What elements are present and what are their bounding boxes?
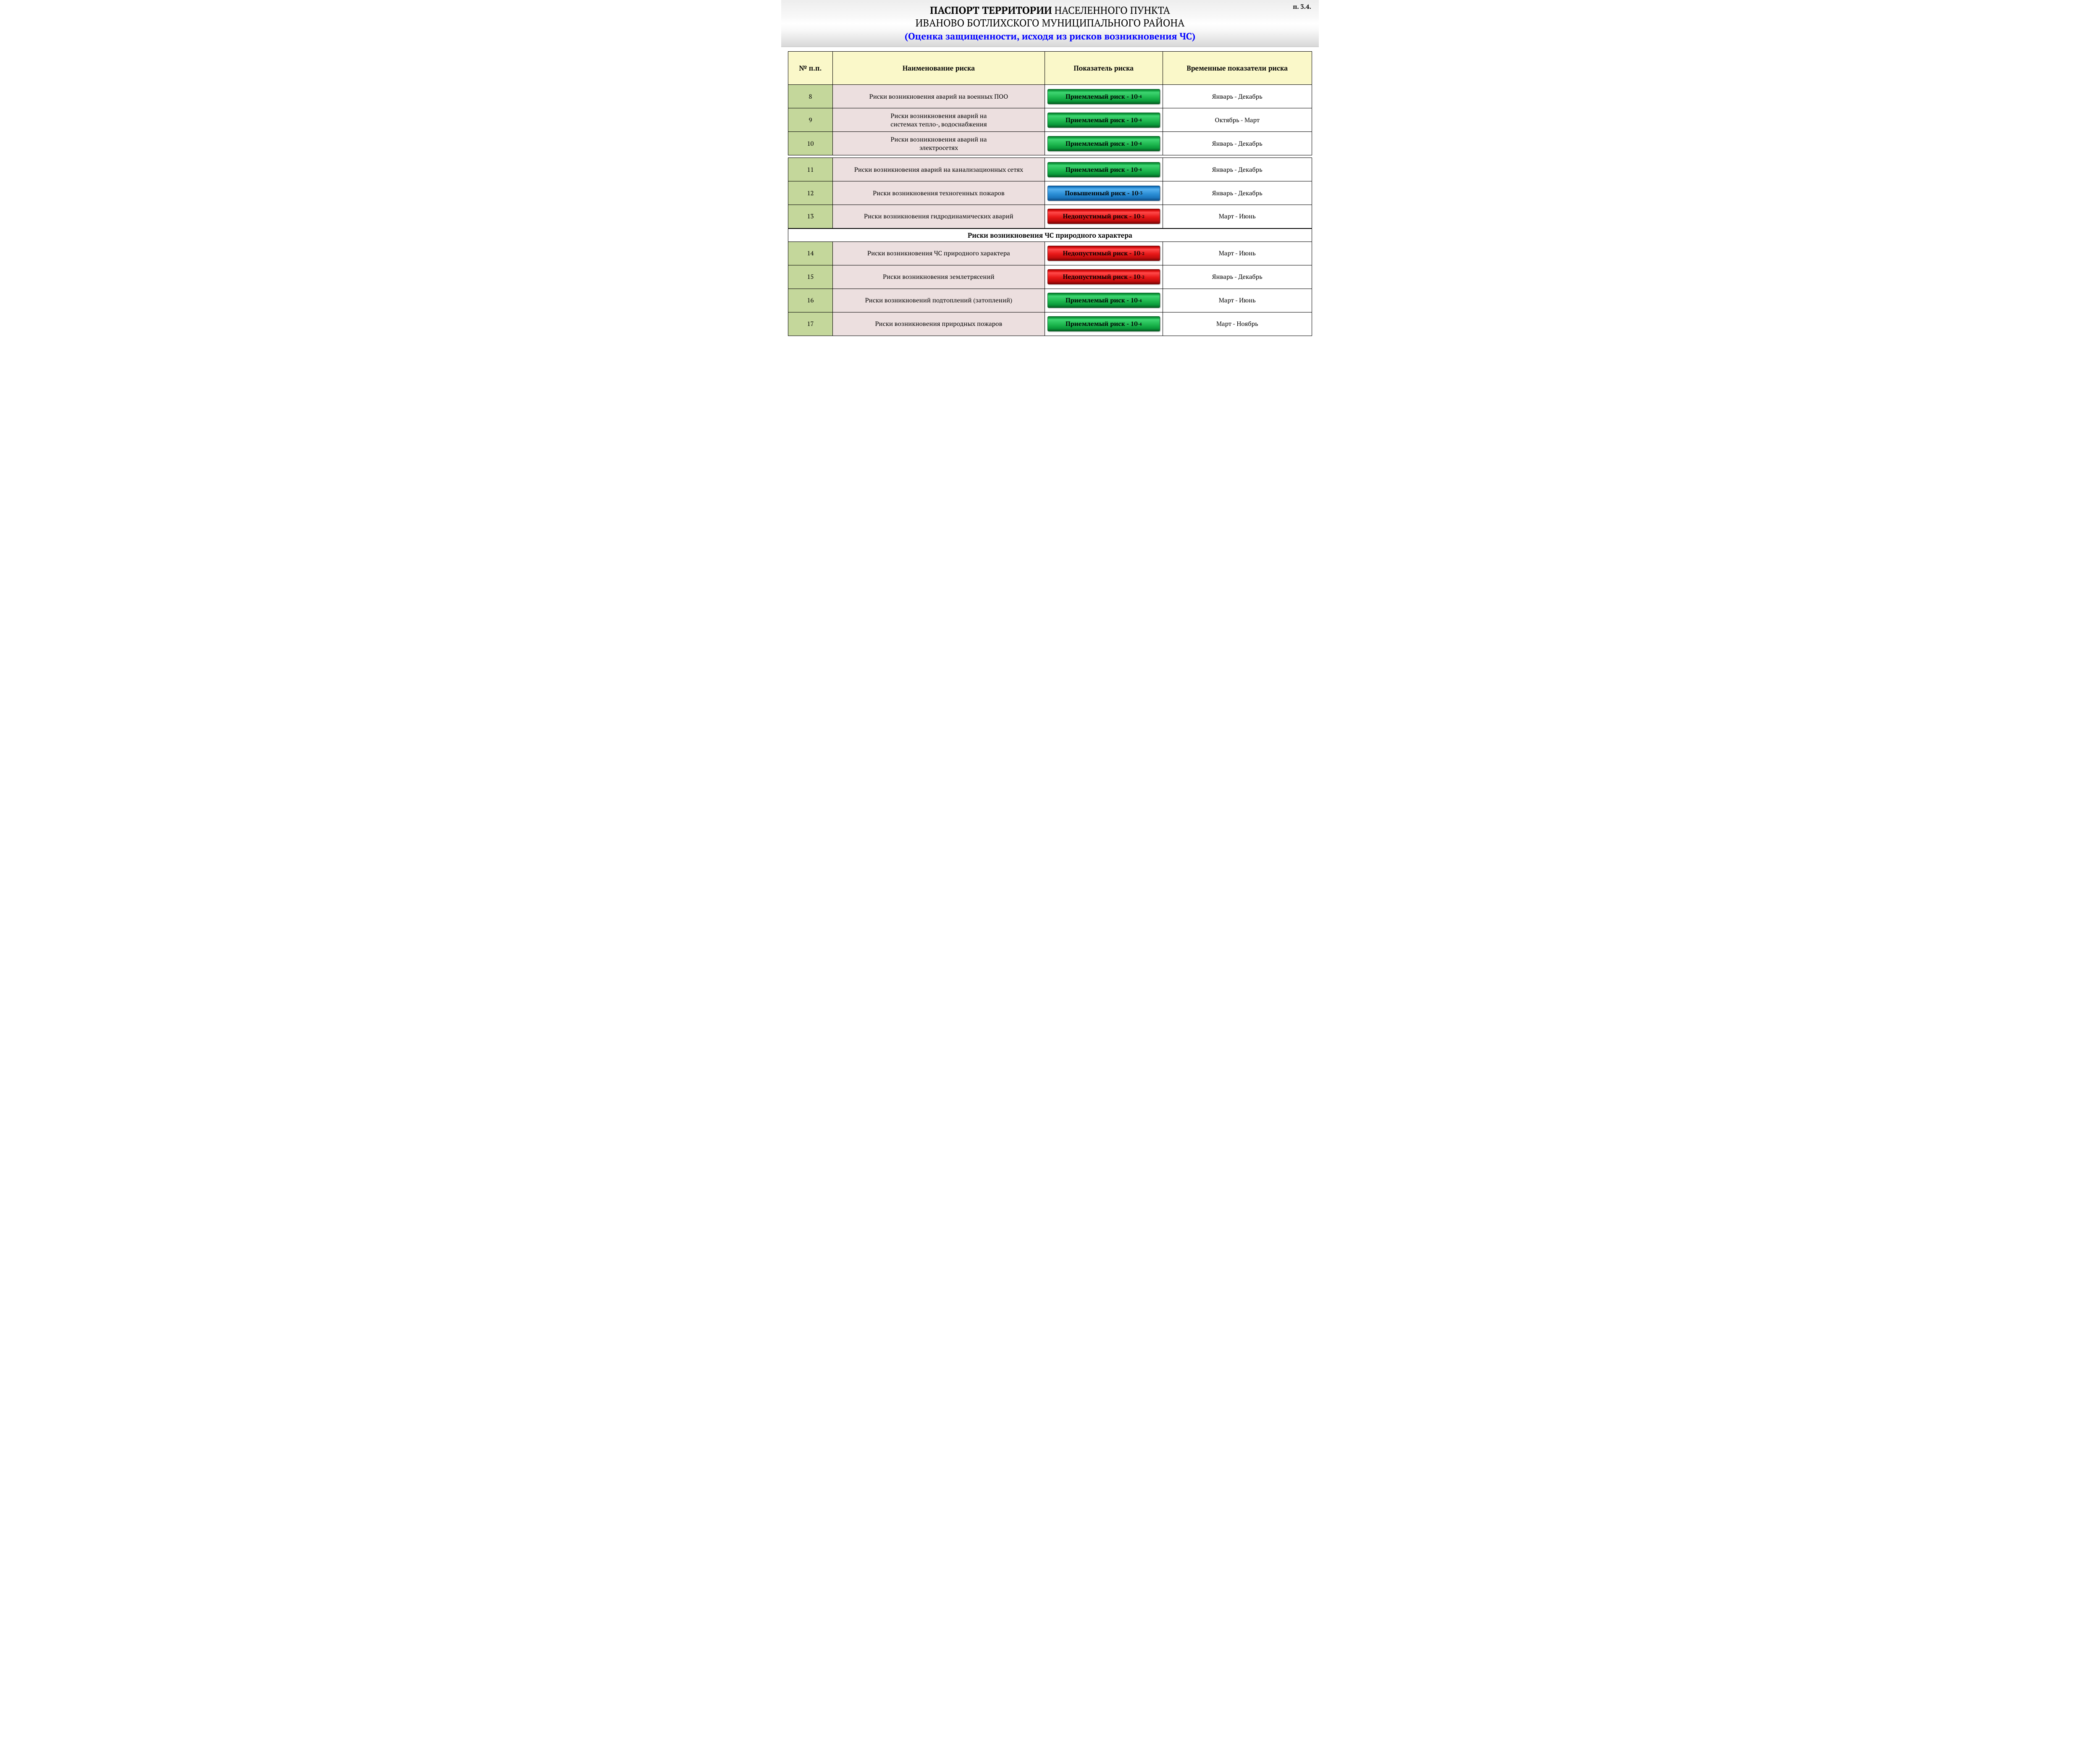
row-num: 14 bbox=[788, 242, 833, 265]
row-name: Риски возникновения аварий наэлектросетя… bbox=[832, 132, 1045, 155]
row-time: Март - Июнь bbox=[1163, 289, 1312, 312]
row-num: 11 bbox=[788, 158, 833, 181]
row-indicator: Приемлемый риск - 10-4 bbox=[1045, 132, 1163, 155]
table-row: 12Риски возникновения техногенных пожаро… bbox=[788, 181, 1312, 205]
risk-badge: Приемлемый риск - 10-4 bbox=[1047, 89, 1160, 104]
title-bold: ПАСПОРТ ТЕРРИТОРИИ bbox=[930, 3, 1052, 17]
row-indicator: Недопустимый риск - 10-2 bbox=[1045, 265, 1163, 289]
header-time: Временные показатели риска bbox=[1163, 52, 1312, 85]
row-name: Риски возникновения землетрясений bbox=[832, 265, 1045, 289]
row-name: Риски возникновения ЧС природного характ… bbox=[832, 242, 1045, 265]
table-row: 17Риски возникновения природных пожаровП… bbox=[788, 312, 1312, 336]
row-name: Риски возникновения техногенных пожаров bbox=[832, 181, 1045, 205]
table-row: 10Риски возникновения аварий наэлектросе… bbox=[788, 132, 1312, 155]
risk-badge: Приемлемый риск - 10-4 bbox=[1047, 162, 1160, 177]
risk-badge: Приемлемый риск - 10-4 bbox=[1047, 136, 1160, 151]
table-row: 8Риски возникновения аварий на военных П… bbox=[788, 85, 1312, 108]
row-name: Риски возникновения аварий насистемах те… bbox=[832, 108, 1045, 132]
row-time: Март - Ноябрь bbox=[1163, 312, 1312, 336]
header-name: Наименование риска bbox=[832, 52, 1045, 85]
row-num: 16 bbox=[788, 289, 833, 312]
risk-badge: Повышенный риск - 10-3 bbox=[1047, 186, 1160, 201]
title-line-2: ИВАНОВО БОТЛИХСКОГО МУНИЦИПАЛЬНОГО РАЙОН… bbox=[790, 16, 1310, 29]
row-indicator: Приемлемый риск - 10-4 bbox=[1045, 85, 1163, 108]
table-row: 13Риски возникновения гидродинамических … bbox=[788, 205, 1312, 228]
row-time: Март - Июнь bbox=[1163, 242, 1312, 265]
header-indicator: Показатель риска bbox=[1045, 52, 1163, 85]
table-row: 15Риски возникновения землетрясенийНедоп… bbox=[788, 265, 1312, 289]
row-name: Риски возникновения гидродинамических ав… bbox=[832, 205, 1045, 228]
risk-badge: Приемлемый риск - 10-4 bbox=[1047, 113, 1160, 128]
row-time: Октябрь - Март bbox=[1163, 108, 1312, 132]
row-num: 13 bbox=[788, 205, 833, 228]
row-num: 17 bbox=[788, 312, 833, 336]
header-num: № п.п. bbox=[788, 52, 833, 85]
row-name: Риски возникновения аварий на канализаци… bbox=[832, 158, 1045, 181]
row-time: Январь - Декабрь bbox=[1163, 85, 1312, 108]
header-band: п. 3.4. ПАСПОРТ ТЕРРИТОРИИ НАСЕЛЕННОГО П… bbox=[781, 0, 1319, 47]
risk-badge: Недопустимый риск - 10-2 bbox=[1047, 269, 1160, 284]
table-row: 16Риски возникновений подтоплений (затоп… bbox=[788, 289, 1312, 312]
row-num: 8 bbox=[788, 85, 833, 108]
row-indicator: Недопустимый риск - 10-2 bbox=[1045, 205, 1163, 228]
section-title: Риски возникновения ЧС природного характ… bbox=[788, 228, 1312, 242]
row-time: Март - Июнь bbox=[1163, 205, 1312, 228]
row-time: Январь - Декабрь bbox=[1163, 158, 1312, 181]
title-rest: НАСЕЛЕННОГО ПУНКТА bbox=[1052, 3, 1170, 17]
row-name: Риски возникновений подтоплений (затопле… bbox=[832, 289, 1045, 312]
row-indicator: Приемлемый риск - 10-4 bbox=[1045, 312, 1163, 336]
risk-badge: Приемлемый риск - 10-4 bbox=[1047, 293, 1160, 308]
row-name: Риски возникновения природных пожаров bbox=[832, 312, 1045, 336]
table-header-row: № п.п. Наименование риска Показатель рис… bbox=[788, 52, 1312, 85]
table-wrap: № п.п. Наименование риска Показатель рис… bbox=[781, 47, 1319, 344]
corner-label: п. 3.4. bbox=[1293, 3, 1311, 11]
title-line-1: ПАСПОРТ ТЕРРИТОРИИ НАСЕЛЕННОГО ПУНКТА bbox=[790, 3, 1310, 17]
risk-badge: Недопустимый риск - 10-2 bbox=[1047, 246, 1160, 261]
row-indicator: Приемлемый риск - 10-4 bbox=[1045, 289, 1163, 312]
row-indicator: Повышенный риск - 10-3 bbox=[1045, 181, 1163, 205]
row-indicator: Приемлемый риск - 10-4 bbox=[1045, 158, 1163, 181]
row-indicator: Недопустимый риск - 10-2 bbox=[1045, 242, 1163, 265]
risk-table: № п.п. Наименование риска Показатель рис… bbox=[788, 51, 1312, 336]
row-num: 15 bbox=[788, 265, 833, 289]
section-row: Риски возникновения ЧС природного характ… bbox=[788, 228, 1312, 242]
table-row: 11Риски возникновения аварий на канализа… bbox=[788, 158, 1312, 181]
row-num: 9 bbox=[788, 108, 833, 132]
table-row: 9Риски возникновения аварий насистемах т… bbox=[788, 108, 1312, 132]
title-line-3: (Оценка защищенности, исходя из рисков в… bbox=[790, 30, 1310, 42]
row-time: Январь - Декабрь bbox=[1163, 132, 1312, 155]
risk-badge: Недопустимый риск - 10-2 bbox=[1047, 209, 1160, 224]
row-indicator: Приемлемый риск - 10-4 bbox=[1045, 108, 1163, 132]
table-row: 14Риски возникновения ЧС природного хара… bbox=[788, 242, 1312, 265]
row-time: Январь - Декабрь bbox=[1163, 181, 1312, 205]
row-time: Январь - Декабрь bbox=[1163, 265, 1312, 289]
row-num: 10 bbox=[788, 132, 833, 155]
row-num: 12 bbox=[788, 181, 833, 205]
risk-badge: Приемлемый риск - 10-4 bbox=[1047, 316, 1160, 331]
row-name: Риски возникновения аварий на военных ПО… bbox=[832, 85, 1045, 108]
